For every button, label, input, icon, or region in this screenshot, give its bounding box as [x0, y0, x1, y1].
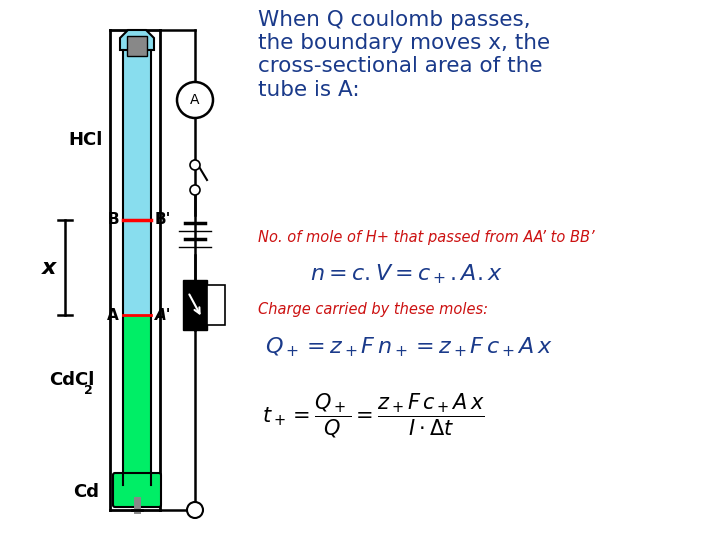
Text: Cd: Cd: [73, 483, 99, 501]
Circle shape: [177, 82, 213, 118]
Text: $\mathit{t_+ = \dfrac{Q_+}{Q} = \dfrac{z_+ F\, c_+ A\, x}{I \cdot \Delta t}}$: $\mathit{t_+ = \dfrac{Q_+}{Q} = \dfrac{z…: [262, 392, 485, 440]
Text: $\mathit{Q_+{=}z_+ F\, n_+{=}z_+ F\, c_+ A\, x}$: $\mathit{Q_+{=}z_+ F\, n_+{=}z_+ F\, c_+…: [265, 335, 552, 359]
Text: CdCl: CdCl: [49, 371, 95, 389]
Circle shape: [187, 502, 203, 518]
Text: x: x: [42, 258, 56, 278]
Text: B: B: [107, 213, 119, 227]
Bar: [183, 280, 207, 330]
Polygon shape: [123, 50, 151, 315]
Text: $\mathit{n{=}c.V{=}c_+.A.x}$: $\mathit{n{=}c.V{=}c_+.A.x}$: [310, 262, 503, 286]
Circle shape: [190, 160, 200, 170]
Text: When Q coulomb passes,
the boundary moves x, the
cross-sectional area of the
tub: When Q coulomb passes, the boundary move…: [258, 10, 550, 99]
Text: 2: 2: [84, 383, 92, 396]
Bar: [127, 36, 147, 56]
FancyBboxPatch shape: [113, 473, 161, 507]
Text: A': A': [155, 307, 171, 322]
Polygon shape: [120, 30, 154, 50]
Bar: [207, 285, 225, 325]
Text: A: A: [107, 307, 119, 322]
Polygon shape: [123, 315, 151, 485]
Text: No. of mole of H+ that passed from AA’ to BB’: No. of mole of H+ that passed from AA’ t…: [258, 230, 595, 245]
Text: A: A: [190, 93, 199, 107]
Text: B': B': [155, 213, 171, 227]
Circle shape: [190, 185, 200, 195]
Text: Charge carried by these moles:: Charge carried by these moles:: [258, 302, 488, 317]
Text: HCl: HCl: [69, 131, 103, 149]
